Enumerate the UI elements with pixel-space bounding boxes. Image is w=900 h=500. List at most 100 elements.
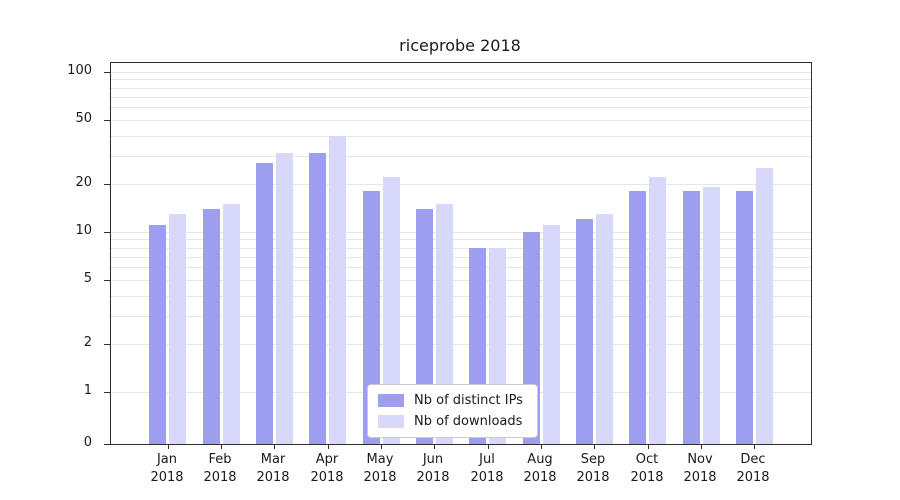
x-tick-mark [328, 444, 329, 449]
bar-distinct-ips [576, 219, 593, 444]
gridline [111, 280, 811, 281]
bar-downloads [756, 168, 773, 444]
bar-downloads [223, 204, 240, 444]
bar-downloads [703, 187, 720, 444]
y-tick-label: 10 [75, 223, 92, 238]
y-tick-label: 50 [75, 111, 92, 126]
x-tick-year: 2018 [683, 469, 717, 485]
gridline [111, 156, 811, 157]
x-tick-year: 2018 [736, 469, 770, 485]
x-tick-label: Aug 2018 [510, 451, 570, 486]
x-tick-label: Mar 2018 [243, 451, 303, 486]
x-tick-month: Sep [580, 452, 606, 467]
x-tick-year: 2018 [256, 469, 290, 485]
x-tick-year: 2018 [203, 469, 237, 485]
bar-distinct-ips [149, 225, 166, 444]
gridline [111, 72, 811, 73]
bar-distinct-ips [256, 163, 273, 444]
x-tick-label: Dec 2018 [723, 451, 783, 486]
x-tick-label: Nov 2018 [670, 451, 730, 486]
x-tick-month: Aug [527, 452, 553, 467]
gridline [111, 120, 811, 121]
gridline [111, 296, 811, 297]
x-tick-mark [754, 444, 755, 449]
gridline [111, 136, 811, 137]
x-tick-month: Feb [208, 452, 232, 467]
x-tick-year: 2018 [576, 469, 610, 485]
legend-swatch-distinct-ips [378, 394, 404, 407]
gridline [111, 79, 811, 80]
x-tick-mark [221, 444, 222, 449]
gridline [111, 232, 811, 233]
gridline [111, 97, 811, 98]
gridline [111, 316, 811, 317]
x-tick-mark [648, 444, 649, 449]
gridline [111, 88, 811, 89]
bar-downloads [596, 214, 613, 444]
gridline [111, 267, 811, 268]
x-tick-mark [381, 444, 382, 449]
y-tick-mark [104, 444, 110, 445]
x-tick-mark [701, 444, 702, 449]
x-tick-year: 2018 [310, 469, 344, 485]
y-tick-label: 0 [83, 435, 92, 450]
y-tick-mark [104, 72, 110, 73]
x-tick-month: Dec [740, 452, 766, 467]
x-tick-label: Feb 2018 [190, 451, 250, 486]
x-tick-label: Sep 2018 [563, 451, 623, 486]
y-tick-label: 100 [67, 63, 92, 78]
gridline [111, 344, 811, 345]
x-tick-month: Nov [687, 452, 713, 467]
bar-downloads [276, 153, 293, 444]
y-tick-mark [104, 392, 110, 393]
bar-distinct-ips [309, 153, 326, 444]
y-axis: 0 1 2 5 10 20 50 100 [0, 62, 104, 450]
legend: Nb of distinct IPs Nb of downloads [367, 384, 538, 438]
y-tick-label: 1 [83, 383, 92, 398]
x-axis: Jan 2018 Feb 2018 Mar 2018 Apr 2018 May 2018 Jun 20… [110, 451, 810, 491]
x-tick-month: Jan [156, 452, 178, 467]
x-tick-label: Jun 2018 [403, 451, 463, 486]
plot-area: Nb of distinct IPs Nb of downloads [104, 62, 812, 449]
bar-downloads [649, 177, 666, 444]
gridline [111, 257, 811, 258]
bar-distinct-ips [736, 191, 753, 444]
y-tick-mark [104, 344, 110, 345]
legend-swatch-downloads [378, 415, 404, 428]
gridline [111, 248, 811, 249]
x-tick-month: Jul [479, 452, 495, 467]
y-tick-mark [104, 184, 110, 185]
x-tick-label: Jul 2018 [457, 451, 517, 486]
x-tick-month: Apr [315, 452, 339, 467]
chart-title: riceprobe 2018 [399, 36, 521, 55]
gridline [111, 107, 811, 108]
x-tick-year: 2018 [470, 469, 504, 485]
x-tick-month: Oct [635, 452, 659, 467]
x-tick-mark [488, 444, 489, 449]
legend-item-downloads: Nb of downloads [378, 414, 523, 429]
bar-distinct-ips [203, 209, 220, 444]
x-tick-year: 2018 [363, 469, 397, 485]
y-tick-label: 2 [83, 335, 92, 350]
bar-downloads [329, 136, 346, 444]
bar-distinct-ips [363, 191, 380, 444]
x-tick-label: Apr 2018 [297, 451, 357, 486]
y-tick-mark [104, 232, 110, 233]
y-tick-label: 20 [75, 175, 92, 190]
x-tick-month: Mar [260, 452, 286, 467]
x-tick-mark [434, 444, 435, 449]
bar-downloads [169, 214, 186, 444]
x-tick-year: 2018 [630, 469, 664, 485]
legend-item-distinct-ips: Nb of distinct IPs [378, 393, 523, 408]
x-tick-year: 2018 [416, 469, 450, 485]
legend-label-downloads: Nb of downloads [414, 414, 523, 429]
x-tick-mark [594, 444, 595, 449]
gridline [111, 184, 811, 185]
y-tick-mark [104, 120, 110, 121]
y-tick-mark [104, 280, 110, 281]
bar-downloads [543, 225, 560, 444]
x-tick-mark [168, 444, 169, 449]
x-tick-mark [274, 444, 275, 449]
gridline [111, 239, 811, 240]
